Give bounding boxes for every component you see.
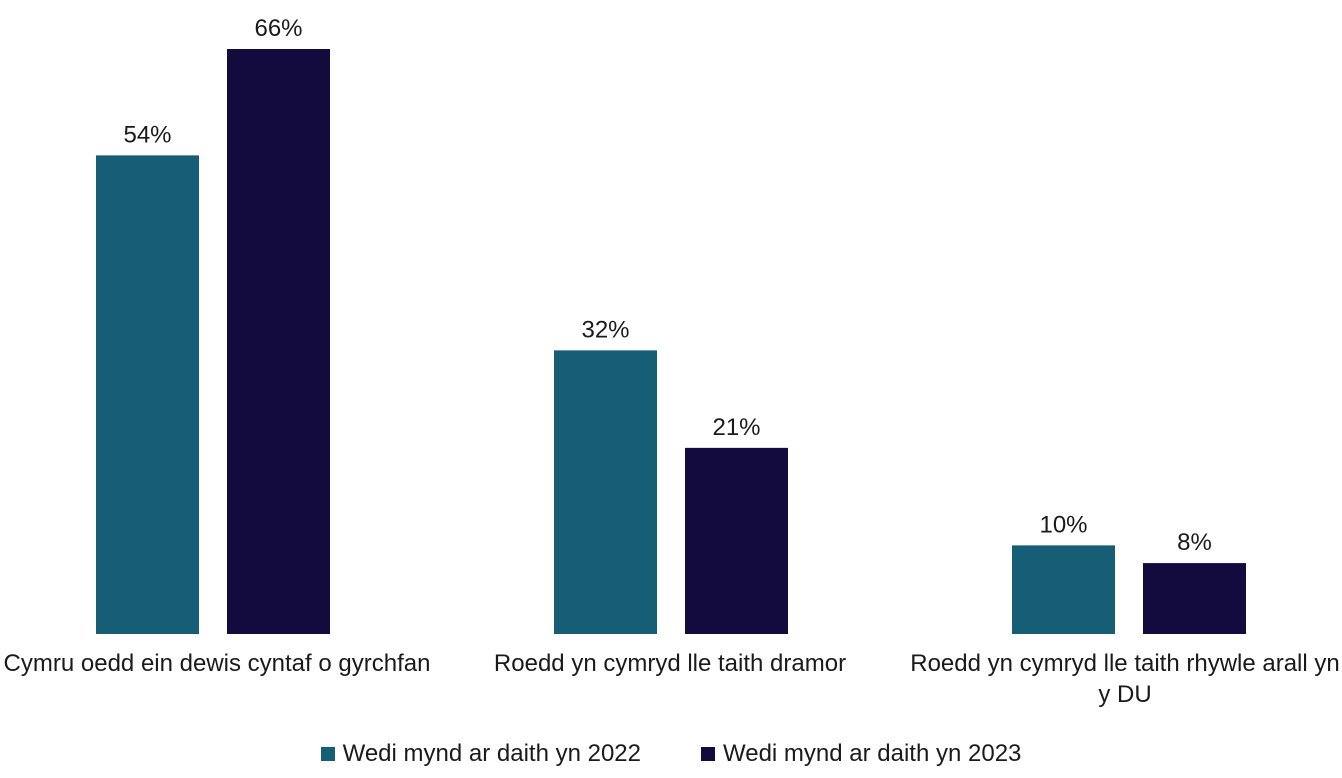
value-label-2023-0: 66% (254, 15, 302, 42)
bar-2023-0 (227, 49, 330, 634)
value-label-2022-0: 54% (123, 121, 171, 148)
bars-group (96, 49, 1246, 634)
legend-item-2023: Wedi mynd ar daith yn 2023 (701, 740, 1021, 768)
bar-2022-1 (554, 350, 657, 634)
bar-2023-1 (685, 447, 788, 634)
legend-label-2022: Wedi mynd ar daith yn 2022 (342, 740, 641, 767)
category-label-1: Roedd yn cymryd lle taith dramor (493, 650, 847, 677)
legend: Wedi mynd ar daith yn 2022 Wedi mynd ar … (0, 740, 1342, 768)
value-labels-group: 54% 32% 10% 66% 21% 8% (123, 15, 1211, 556)
value-label-2023-2: 8% (1177, 529, 1212, 556)
value-label-2022-1: 32% (581, 316, 629, 343)
bar-2023-2 (1143, 563, 1246, 634)
legend-swatch-2022 (320, 747, 335, 761)
legend-label-2023: Wedi mynd ar daith yn 2023 (723, 740, 1022, 767)
value-label-2023-1: 21% (712, 414, 760, 441)
category-label-2: Roedd yn cymryd lle taith rhywle arall y… (910, 650, 1340, 708)
category-label-0: Cymru oedd ein dewis cyntaf o gyrchfan (3, 650, 431, 677)
legend-swatch-2023 (701, 747, 715, 761)
legend-item-2022: Wedi mynd ar daith yn 2022 (320, 740, 641, 768)
bar-2022-0 (96, 155, 199, 634)
value-label-2022-2: 10% (1039, 511, 1087, 538)
bar-2022-2 (1012, 545, 1115, 634)
